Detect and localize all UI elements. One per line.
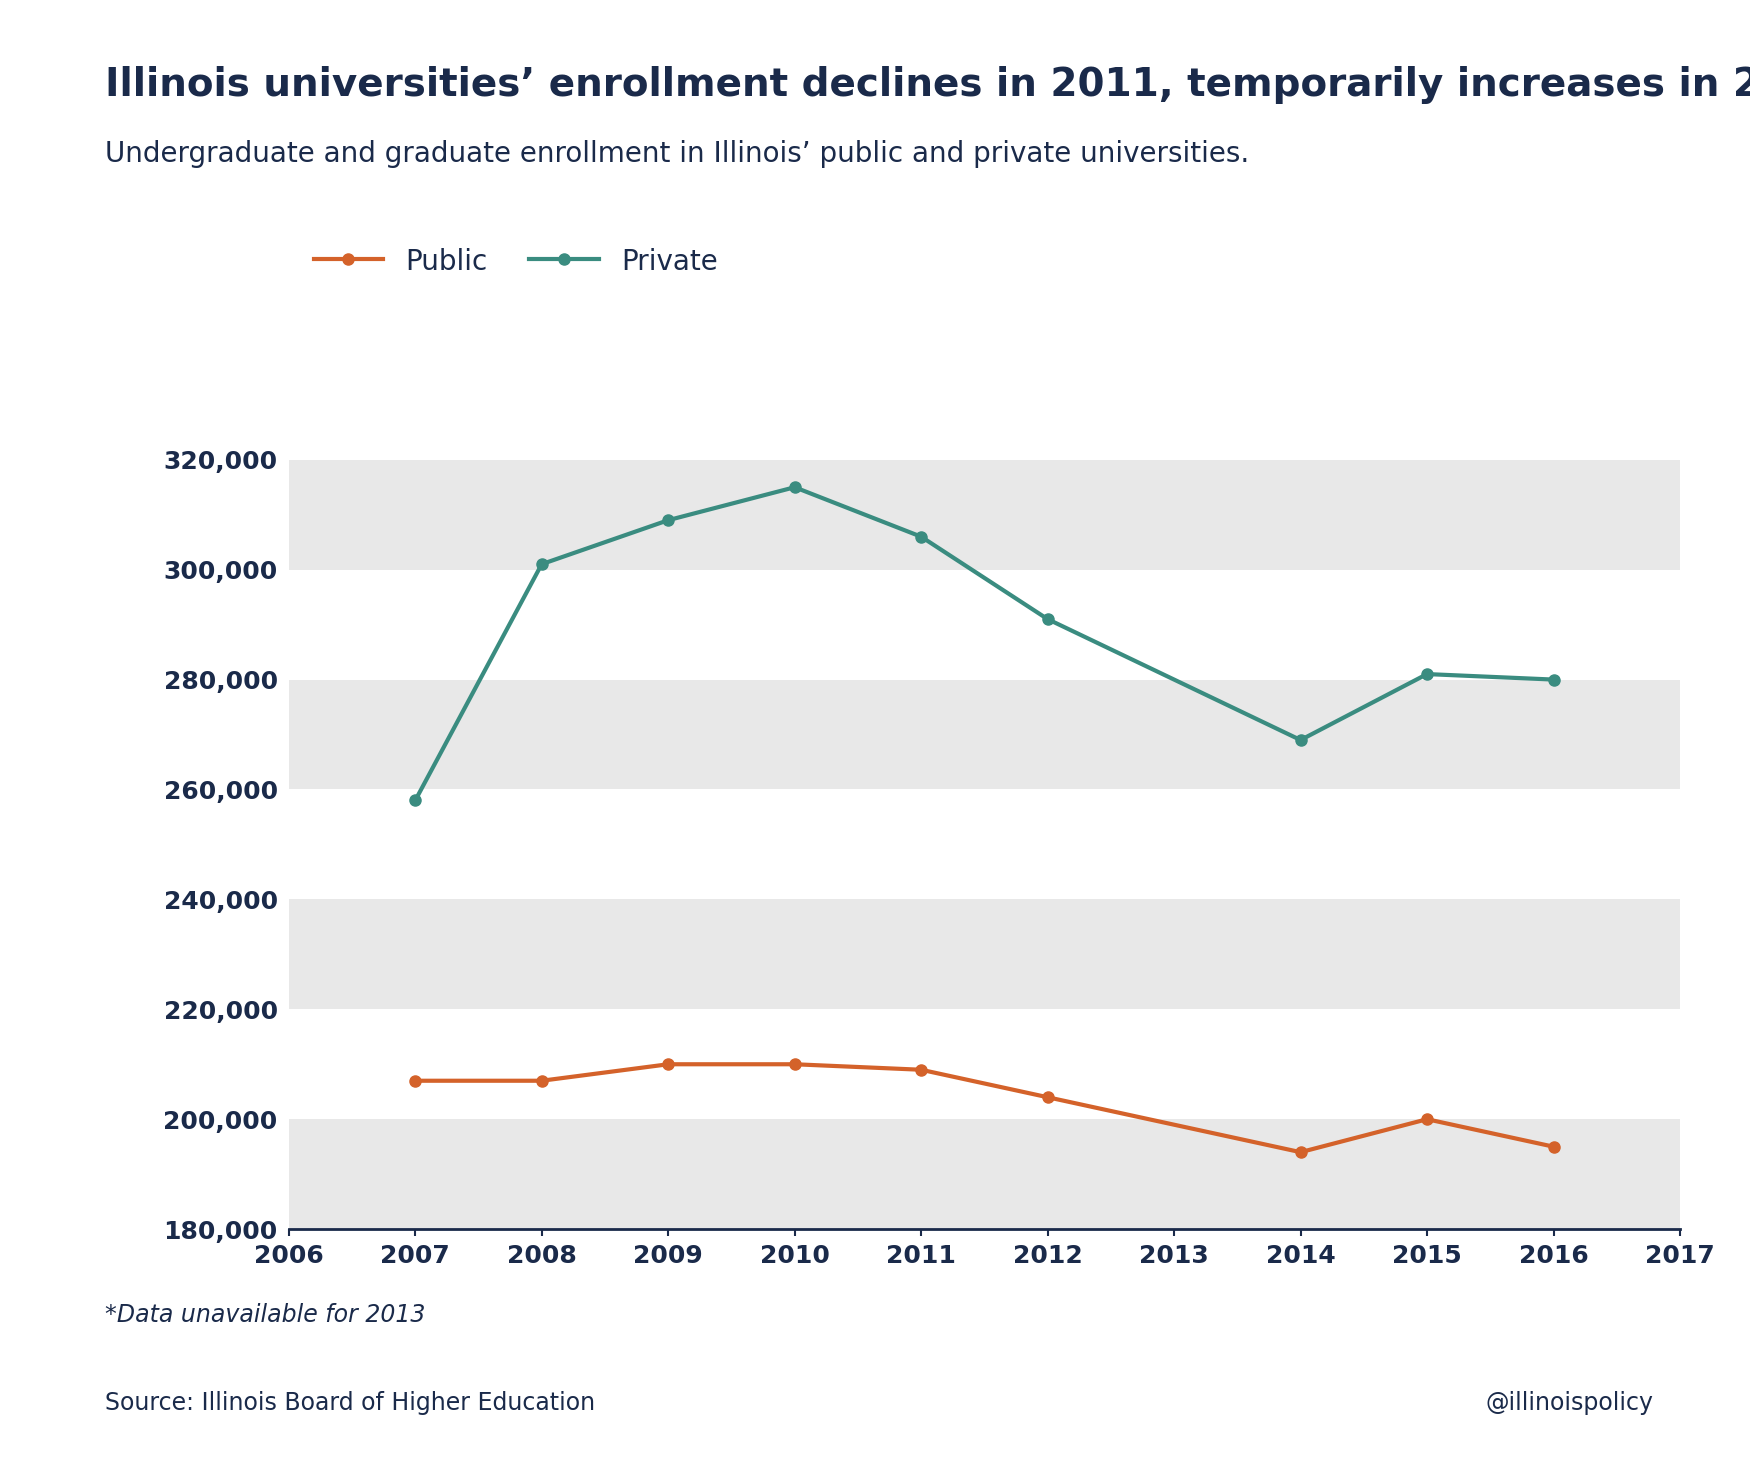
- Legend: Public, Private: Public, Private: [303, 237, 728, 287]
- Text: Source: Illinois Board of Higher Education: Source: Illinois Board of Higher Educati…: [105, 1391, 595, 1415]
- Bar: [289, 459, 1680, 570]
- Text: Undergraduate and graduate enrollment in Illinois’ public and private universiti: Undergraduate and graduate enrollment in…: [105, 140, 1249, 168]
- Text: Illinois universities’ enrollment declines in 2011, temporarily increases in 201: Illinois universities’ enrollment declin…: [105, 66, 1750, 105]
- Bar: [289, 680, 1680, 789]
- Bar: [289, 1119, 1680, 1229]
- Text: @illinoispolicy: @illinoispolicy: [1486, 1391, 1654, 1415]
- Text: *Data unavailable for 2013: *Data unavailable for 2013: [105, 1303, 425, 1326]
- Bar: [289, 899, 1680, 1010]
